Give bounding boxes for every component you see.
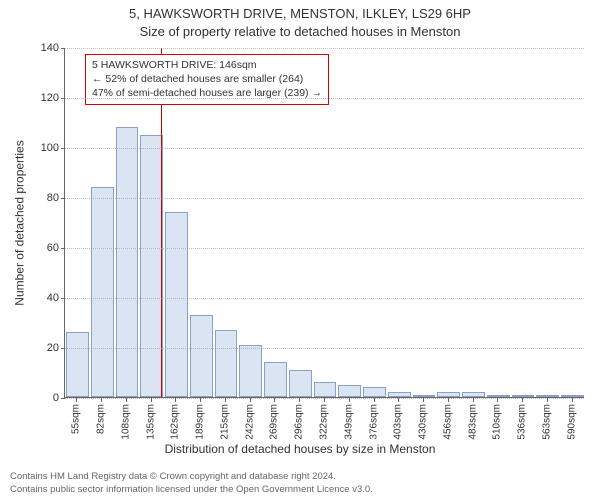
bar xyxy=(413,395,436,398)
y-tick xyxy=(61,148,65,149)
annotation-line1: 5 HAWKSWORTH DRIVE: 146sqm xyxy=(92,58,322,72)
y-tick-label: 40 xyxy=(47,292,59,304)
chart-subtitle: Size of property relative to detached ho… xyxy=(0,24,600,39)
annotation-line2: ← 52% of detached houses are smaller (26… xyxy=(92,72,322,86)
annotation-box: 5 HAWKSWORTH DRIVE: 146sqm ← 52% of deta… xyxy=(85,54,329,105)
y-axis-title: Number of detached properties xyxy=(13,140,27,305)
y-tick xyxy=(61,198,65,199)
x-tick-label: 55sqm xyxy=(71,404,82,434)
y-tick xyxy=(61,48,65,49)
footer: Contains HM Land Registry data © Crown c… xyxy=(10,471,373,496)
x-tick-label: 536sqm xyxy=(517,404,528,440)
y-tick xyxy=(61,348,65,349)
chart-container: 5, HAWKSWORTH DRIVE, MENSTON, ILKLEY, LS… xyxy=(0,0,600,500)
x-tick-label: 563sqm xyxy=(541,404,552,440)
bar xyxy=(536,395,559,397)
plot-area: 5 HAWKSWORTH DRIVE: 146sqm ← 52% of deta… xyxy=(64,48,584,398)
bar xyxy=(140,135,163,398)
gridline xyxy=(65,48,584,49)
x-tick-label: 590sqm xyxy=(566,404,577,440)
x-tick-label: 456sqm xyxy=(442,404,453,440)
bar xyxy=(91,187,114,397)
y-tick-label: 0 xyxy=(53,392,59,404)
x-tick-label: 430sqm xyxy=(418,404,429,440)
gridline xyxy=(65,148,584,149)
chart-title-address: 5, HAWKSWORTH DRIVE, MENSTON, ILKLEY, LS… xyxy=(0,6,600,21)
bar xyxy=(190,315,213,398)
x-tick-label: 296sqm xyxy=(294,404,305,440)
x-tick-label: 322sqm xyxy=(319,404,330,440)
x-tick-label: 483sqm xyxy=(467,404,478,440)
x-tick-label: 215sqm xyxy=(219,404,230,440)
bar xyxy=(388,392,411,397)
gridline xyxy=(65,298,584,299)
y-tick-label: 100 xyxy=(41,142,59,154)
y-tick-label: 60 xyxy=(47,242,59,254)
y-tick xyxy=(61,98,65,99)
bar xyxy=(338,385,361,398)
y-tick-label: 120 xyxy=(41,92,59,104)
y-axis-title-wrap: Number of detached properties xyxy=(12,48,28,398)
y-tick-label: 80 xyxy=(47,192,59,204)
x-tick-label: 242sqm xyxy=(244,404,255,440)
x-tick-label: 82sqm xyxy=(96,404,107,434)
bar xyxy=(363,387,386,397)
x-tick-label: 108sqm xyxy=(120,404,131,440)
x-tick-label: 349sqm xyxy=(343,404,354,440)
y-tick xyxy=(61,298,65,299)
bar xyxy=(437,392,460,397)
bar xyxy=(264,362,287,397)
y-tick-label: 140 xyxy=(41,42,59,54)
x-tick-label: 376sqm xyxy=(368,404,379,440)
footer-line1: Contains HM Land Registry data © Crown c… xyxy=(10,471,373,483)
gridline xyxy=(65,248,584,249)
bar xyxy=(215,330,238,398)
bar xyxy=(487,395,510,398)
bar xyxy=(462,392,485,397)
bar xyxy=(165,212,188,397)
x-tick-label: 189sqm xyxy=(195,404,206,440)
gridline xyxy=(65,348,584,349)
bar xyxy=(116,127,139,397)
y-tick xyxy=(61,248,65,249)
bar xyxy=(314,382,337,397)
footer-line2: Contains public sector information licen… xyxy=(10,484,373,496)
y-tick-label: 20 xyxy=(47,342,59,354)
x-tick-label: 403sqm xyxy=(393,404,404,440)
x-tick-label: 269sqm xyxy=(269,404,280,440)
x-axis-title: Distribution of detached houses by size … xyxy=(0,442,600,456)
gridline xyxy=(65,98,584,99)
bar xyxy=(512,395,535,397)
bar xyxy=(239,345,262,398)
bar xyxy=(66,332,89,397)
bar xyxy=(561,395,584,398)
bar xyxy=(289,370,312,398)
x-tick-label: 135sqm xyxy=(145,404,156,440)
x-tick-label: 162sqm xyxy=(170,404,181,440)
x-tick-label: 510sqm xyxy=(492,404,503,440)
gridline xyxy=(65,198,584,199)
